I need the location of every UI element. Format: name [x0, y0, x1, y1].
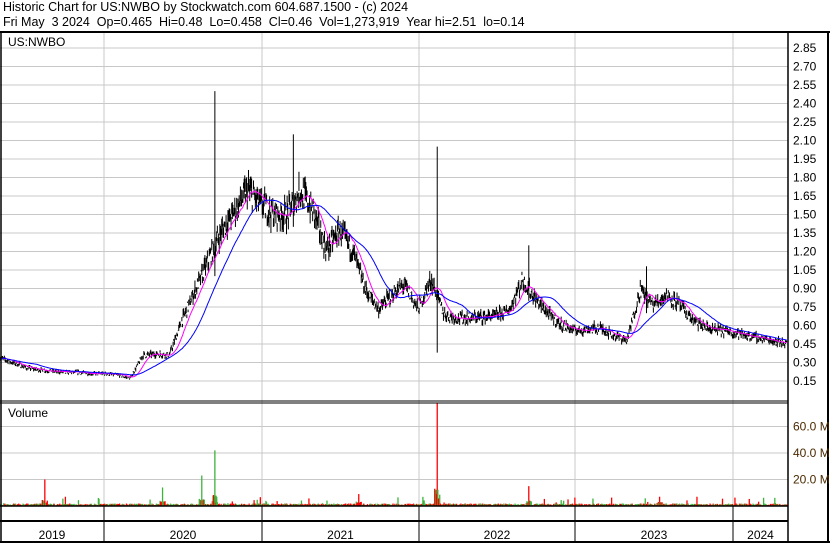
price-tick-label: 2.55 [793, 78, 817, 92]
year-label: 2020 [170, 528, 197, 542]
price-tick-label: 0.90 [793, 282, 817, 296]
price-tick-label: 0.60 [793, 319, 817, 333]
header-title: Historic Chart for US:NWBO by Stockwatch… [3, 0, 409, 14]
volume-tick-label: 60.0 M [793, 420, 830, 434]
price-tick-label: 0.30 [793, 356, 817, 370]
volume-tick-label: 40.0 M [793, 446, 830, 460]
chart-frame [0, 31, 830, 543]
volume-label: Volume [8, 406, 48, 420]
long-moving-average-line [0, 199, 787, 376]
volume-bars [0, 402, 788, 506]
price-tick-label: 1.35 [793, 226, 817, 240]
price-tick-label: 1.80 [793, 171, 817, 185]
price-tick-label: 1.05 [793, 263, 817, 277]
moving-averages [0, 190, 787, 378]
symbol-label: US:NWBO [8, 35, 65, 49]
price-tick-label: 0.75 [793, 300, 817, 314]
price-tick-label: 2.25 [793, 115, 817, 129]
year-label: 2019 [39, 528, 66, 542]
axis-ticks: 2.85 2.70 2.55 2.40 2.25 2.10 1.95 1.80 1.65 1.50… [39, 41, 830, 542]
year-label: 2022 [484, 528, 511, 542]
price-tick-label: 0.15 [793, 374, 817, 388]
price-tick-label: 2.40 [793, 97, 817, 111]
price-tick-label: 1.65 [793, 189, 817, 203]
header-quote: Fri May 3 2024 Op=0.465 Hi=0.48 Lo=0.458… [3, 15, 525, 29]
price-tick-label: 0.45 [793, 337, 817, 351]
year-label: 2024 [747, 528, 774, 542]
price-tick-label: 2.10 [793, 134, 817, 148]
price-tick-label: 1.95 [793, 152, 817, 166]
chart-header: Historic Chart for US:NWBO by Stockwatch… [0, 0, 830, 32]
price-tick-label: 1.50 [793, 208, 817, 222]
price-tick-label: 2.85 [793, 41, 817, 55]
price-bars [0, 91, 788, 380]
price-tick-label: 2.70 [793, 60, 817, 74]
price-tick-label: 1.20 [793, 245, 817, 259]
grid-lines [0, 32, 788, 506]
short-moving-average-line [0, 190, 787, 378]
volume-tick-label: 20.0 M [793, 473, 830, 487]
year-label: 2023 [641, 528, 668, 542]
year-label: 2021 [327, 528, 354, 542]
